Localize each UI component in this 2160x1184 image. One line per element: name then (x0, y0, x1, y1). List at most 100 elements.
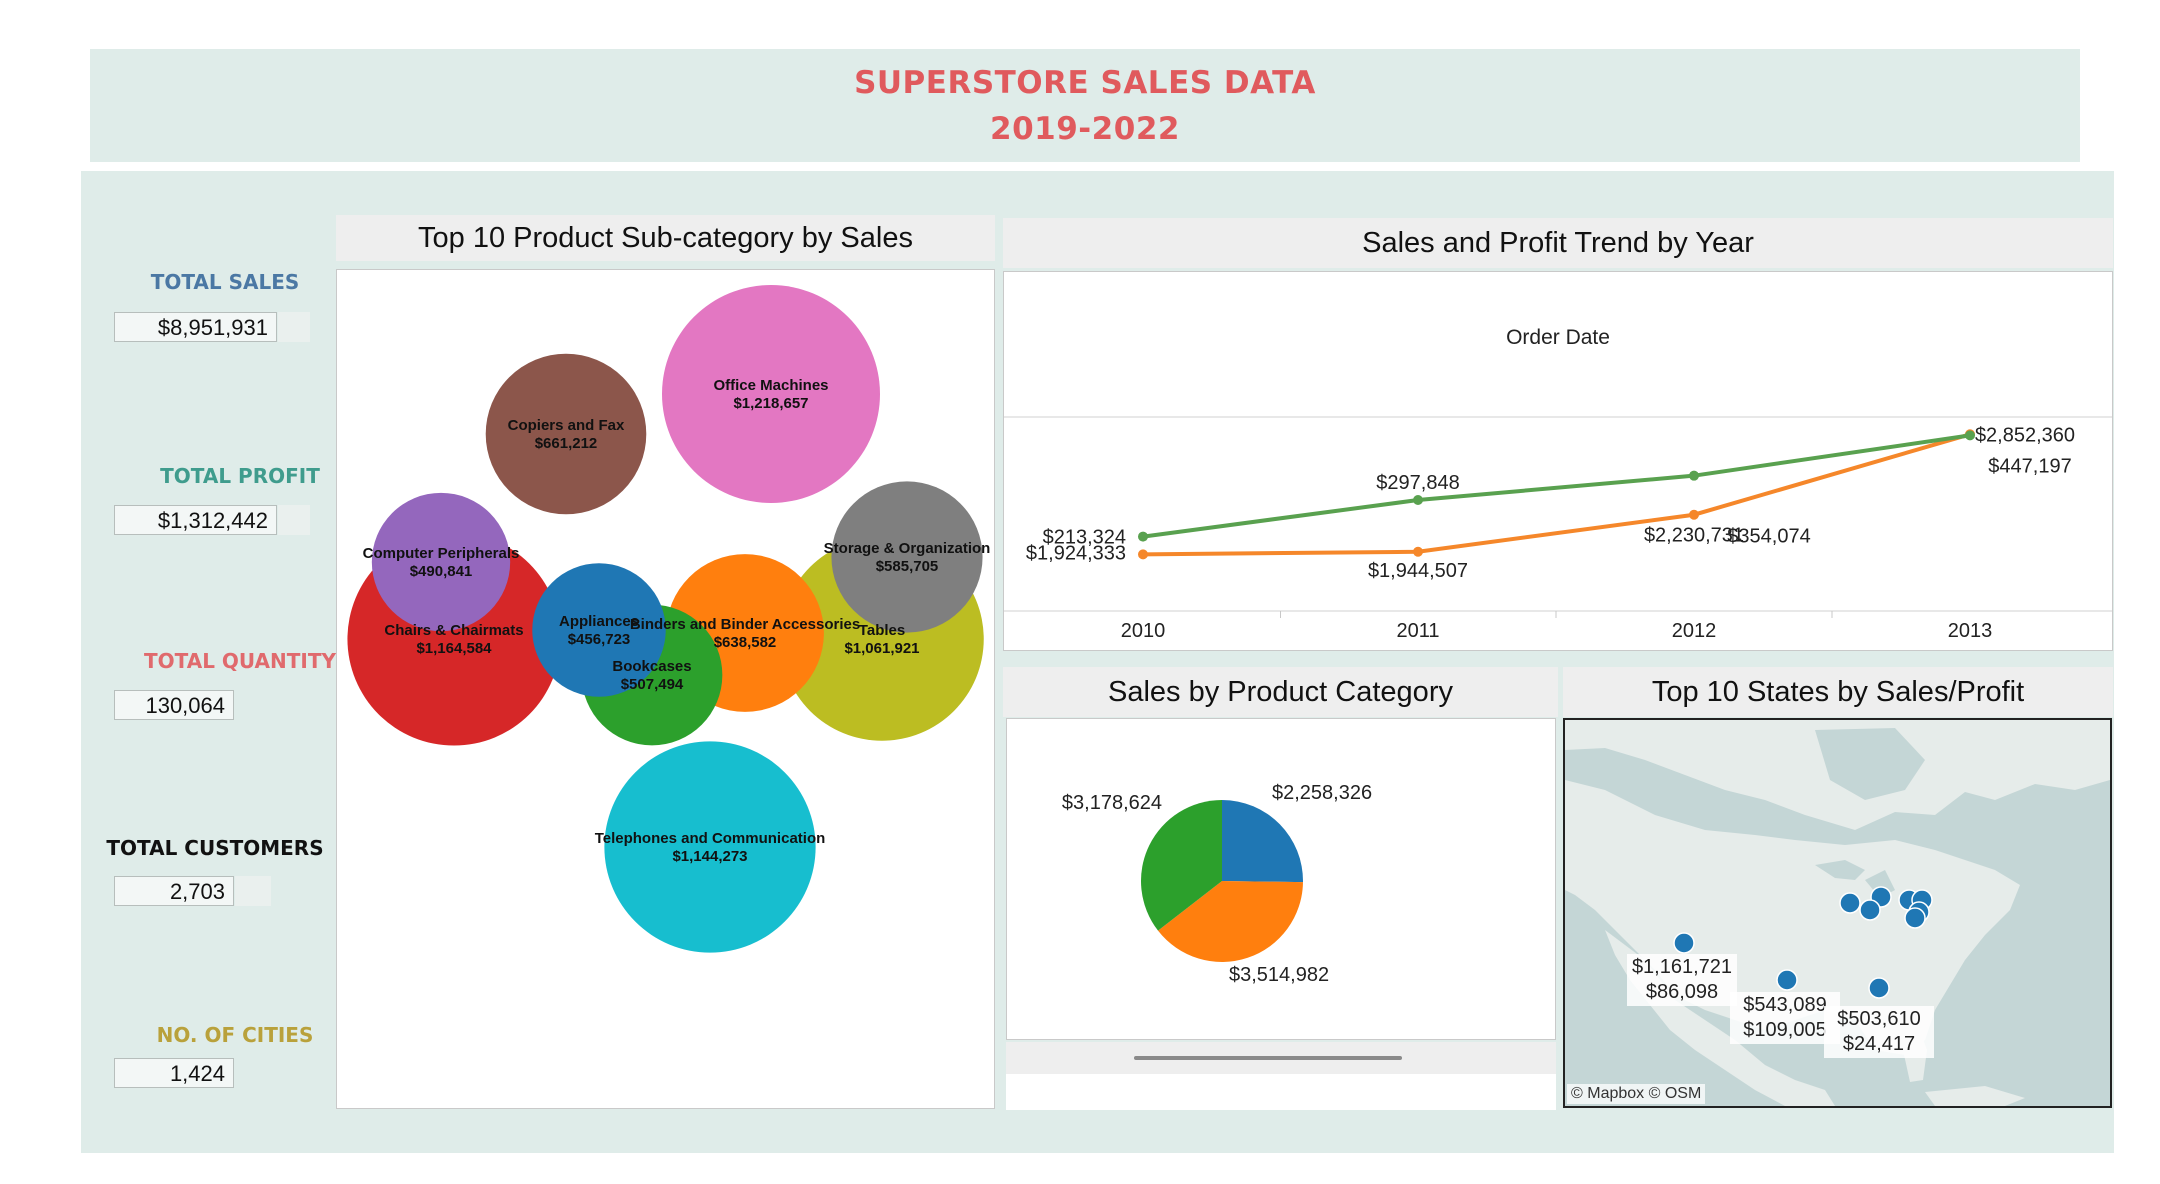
pie-slice[interactable] (1222, 800, 1303, 883)
bubble-value-appliances: $456,723 (568, 631, 631, 648)
bubble-name-copiers-and-fax: Copiers and Fax (508, 417, 625, 434)
trend-point-sales[interactable] (1689, 509, 1699, 520)
total-profit-stub (278, 505, 310, 535)
pie-slice[interactable] (1158, 881, 1303, 962)
trend-label-sales: $2,230,731 (1644, 525, 1744, 547)
map-point[interactable] (1859, 899, 1881, 921)
bubble-chart: Office Machines$1,218,657 Chairs & Chairm… (347, 285, 991, 953)
trend-line-profit[interactable] (1142, 433, 1971, 539)
map-point[interactable] (1868, 977, 1890, 999)
map-label-bg (1730, 992, 1840, 1044)
map-label-profit: $86,098 (1646, 981, 1718, 1003)
map-point[interactable] (1673, 932, 1695, 954)
bubble-computer-peripherals[interactable] (371, 492, 511, 632)
dashboard-title: SUPERSTORE SALES DATA (854, 65, 1316, 101)
trend-label-profit: $354,074 (1727, 526, 1810, 548)
map-label-bg (1627, 954, 1737, 1006)
pie-chart-title: Sales by Product Category (1003, 667, 1558, 717)
pie-slice[interactable] (1141, 800, 1222, 931)
total-customers-stub (235, 876, 271, 906)
bubble-chart-title: Top 10 Product Sub-category by Sales (336, 215, 995, 261)
pie-slice-label: $2,258,326 (1272, 782, 1372, 804)
pie-panel-footer (1006, 1074, 1556, 1110)
dashboard-header: SUPERSTORE SALES DATA 2019-2022 (90, 49, 2080, 162)
map-point-group[interactable] (1673, 886, 1933, 999)
total-profit-label: TOTAL PROFIT (160, 464, 320, 488)
no-of-cities-value: 1,424 (114, 1058, 234, 1088)
trend-line-sales[interactable] (1142, 432, 1971, 557)
pie-scrollbar-thumb[interactable] (1134, 1056, 1402, 1060)
bubble-office-machines[interactable] (662, 285, 880, 503)
bubble-name-storage-organization: Storage & Organization (824, 540, 991, 557)
bubble-value-telephones-and-communication: $1,144,273 (672, 848, 747, 865)
trend-header-label: Order Date (1506, 326, 1610, 349)
total-customers-label: TOTAL CUSTOMERS (106, 836, 324, 860)
land-cuba (1925, 1086, 2025, 1106)
total-quantity-value: 130,064 (114, 690, 234, 720)
map-title: Top 10 States by Sales/Profit (1563, 667, 2113, 717)
map-panel[interactable]: $1,161,721 $86,098 $543,089 $109,005 $503,61… (1563, 718, 2112, 1108)
bubble-telephones-and-communication[interactable] (604, 741, 816, 953)
bubble-value-office-machines: $1,218,657 (733, 395, 808, 412)
total-customers-value: 2,703 (114, 876, 234, 906)
bubble-value-tables: $1,061,921 (844, 640, 919, 657)
bubble-name-tables: Tables (859, 622, 905, 639)
map-label-sales: $543,089 (1743, 994, 1826, 1016)
map-label-profit: $109,005 (1743, 1019, 1826, 1041)
bubble-name-office-machines: Office Machines (713, 377, 828, 394)
trend-x-label: 2012 (1672, 620, 1717, 642)
bubble-storage-organization[interactable] (831, 481, 983, 633)
map-point[interactable] (1839, 892, 1861, 914)
bubble-appliances[interactable] (532, 563, 666, 697)
bubble-value-copiers-and-fax: $661,212 (535, 435, 598, 452)
trend-label-sales: $2,852,360 (1975, 424, 2075, 446)
total-sales-value: $8,951,931 (114, 312, 277, 342)
trend-point-sales[interactable] (1413, 546, 1423, 557)
no-of-cities-label: NO. OF CITIES (156, 1023, 314, 1047)
bubble-name-chairs-chairmats: Chairs & Chairmats (384, 622, 523, 639)
trend-label-sales: $1,924,333 (1026, 542, 1126, 564)
bubble-chart-panel: Office Machines $1,218,657 Chairs & Chairm… (336, 269, 995, 1109)
trend-chart: Order Date 2010 2011 2012 2013 $1,924,333 $1,… (1004, 326, 2112, 642)
total-sales-label: TOTAL SALES (150, 270, 300, 294)
us-map[interactable]: $1,161,721 $86,098 $543,089 $109,005 $503,61… (1565, 720, 2110, 1106)
map-label-sales: $1,161,721 (1632, 956, 1732, 978)
map-label-sales: $503,610 (1837, 1008, 1920, 1030)
map-label-group: $1,161,721 $86,098 $543,089 $109,005 $503,61… (1627, 954, 1934, 1058)
bubble-value-binders-and-binder-accessories: $638,582 (714, 634, 777, 651)
bubble-name-appliances: Appliances (559, 613, 639, 630)
trend-point-profit[interactable] (1138, 531, 1148, 542)
bubble-value-chairs-chairmats: $1,164,584 (416, 640, 492, 657)
pie-slice-label: $3,514,982 (1229, 964, 1329, 986)
bubble-name-telephones-and-communication: Telephones and Communication (595, 830, 826, 847)
pie-scrollbar-track[interactable] (1006, 1042, 1556, 1074)
trend-chart-title: Sales and Profit Trend by Year (1003, 218, 2113, 268)
trend-x-label: 2010 (1121, 620, 1166, 642)
trend-label-profit: $447,197 (1988, 455, 2071, 477)
map-attribution[interactable]: © Mapbox © OSM (1567, 1084, 1706, 1104)
bubble-name-binders-and-binder-accessories: Binders and Binder Accessories (630, 616, 860, 633)
trend-chart-panel: Order Date 2010 2011 2012 2013 $1,924,333 $1,… (1003, 271, 2113, 651)
bubble-name-computer-peripherals: Computer Peripherals (363, 545, 520, 562)
trend-point-profit[interactable] (1413, 495, 1423, 506)
map-point[interactable] (1904, 907, 1926, 929)
land-mexico (1605, 930, 1835, 1106)
land-hudson (1815, 728, 1925, 800)
trend-point-profit[interactable] (1965, 430, 1975, 441)
map-point[interactable] (1776, 969, 1798, 991)
trend-point-sales[interactable] (1138, 549, 1148, 560)
bubble-value-storage-organization: $585,705 (876, 558, 939, 575)
trend-point-profit[interactable] (1689, 470, 1699, 481)
trend-label-profit: $213,324 (1043, 527, 1126, 549)
bubble-copiers-and-fax[interactable] (485, 353, 647, 515)
trend-label-sales: $1,944,507 (1368, 560, 1468, 582)
trend-x-label: 2013 (1948, 620, 1993, 642)
total-quantity-label: TOTAL QUANTITY (144, 649, 336, 673)
total-sales-stub (278, 312, 310, 342)
bubble-value-computer-peripherals: $490,841 (410, 563, 473, 580)
pie-chart-panel: $2,258,326 $3,514,982 $3,178,624 (1006, 718, 1556, 1040)
bubble-name-bookcases: Bookcases (612, 658, 691, 675)
trend-x-label: 2011 (1396, 620, 1439, 642)
bubble-value-bookcases: $507,494 (621, 676, 684, 693)
dashboard-subtitle: 2019-2022 (990, 111, 1180, 147)
